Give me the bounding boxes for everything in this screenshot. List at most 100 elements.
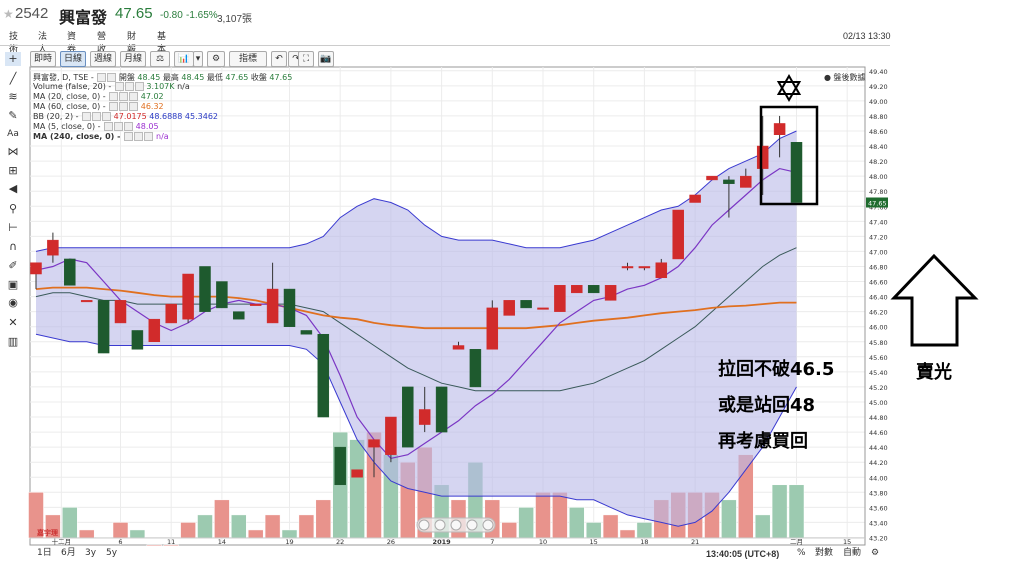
monthly-button[interactable]: 月線 [120, 51, 146, 67]
ruler-icon[interactable]: ⊢ [8, 221, 18, 234]
legend-eye-icon[interactable] [104, 122, 114, 131]
volume-bar [349, 439, 365, 539]
zoom-control-button [434, 519, 446, 531]
sell-label: 賣光 [916, 362, 952, 383]
legend-bb-v2: 48.6888 [149, 112, 183, 121]
lock-icon[interactable]: ▣ [7, 278, 19, 291]
volume-bar [518, 507, 534, 539]
zoom-control-button [466, 519, 478, 531]
legend-settings-icon[interactable] [124, 82, 134, 91]
candle-body [790, 142, 803, 203]
tab-institutional[interactable]: 法人 [38, 32, 48, 55]
pattern-icon[interactable]: ⋈ [7, 145, 19, 158]
x-tick-label: 14 [218, 538, 226, 546]
after-hours-toggle[interactable]: ● 盤後數據 [824, 73, 866, 82]
camera-icon[interactable]: 📷 [318, 51, 334, 67]
y-tick-label: 45.00 [869, 399, 888, 407]
range-3y-button[interactable]: 3y [85, 548, 97, 558]
pencil-lock-icon[interactable]: ✐ [8, 259, 18, 272]
candle-body [216, 281, 228, 309]
chart-type-icon[interactable]: 📊 [174, 51, 194, 67]
range-5y-button[interactable]: 5y [106, 548, 118, 558]
trendline-icon[interactable]: ╱ [9, 72, 17, 85]
y-tick-label: 46.20 [869, 309, 888, 317]
candle-body [148, 318, 161, 343]
chevron-down-icon[interactable]: ▾ [193, 51, 203, 67]
range-1d-button[interactable]: 1日 [37, 548, 52, 558]
daily-button[interactable]: 日線 [60, 51, 86, 67]
trash-icon[interactable]: ▥ [7, 335, 19, 348]
y-tick-label: 44.00 [869, 474, 888, 482]
legend-close-icon[interactable] [144, 132, 154, 141]
annotation-note: 拉回不破46.5 或是站回48 再考慮買回 [718, 352, 834, 460]
header-divider [0, 45, 890, 46]
legend-bb-v3: 45.3462 [184, 112, 219, 121]
legend-eye-icon[interactable] [97, 73, 107, 82]
settings-icon[interactable]: ⚙ [871, 548, 880, 558]
y-tick-label: 46.60 [869, 279, 888, 287]
tab-margin[interactable]: 資券 [67, 32, 77, 55]
candle-body [435, 386, 448, 433]
legend-low: 47.65 [225, 73, 249, 82]
legend-settings-icon[interactable] [92, 112, 102, 121]
tab-revenue[interactable]: 營收 [97, 32, 107, 55]
legend-close-icon[interactable] [124, 122, 134, 131]
star-icon[interactable]: ★ [3, 7, 14, 21]
text-icon[interactable]: Aa [7, 129, 19, 139]
legend-ma20: MA (20, close, 0) - 47.02 [33, 92, 164, 101]
volume-bar [298, 514, 315, 539]
candle-body [300, 330, 313, 335]
tab-financials[interactable]: 財報 [127, 32, 137, 55]
candle-body [469, 349, 482, 388]
legend-eye-icon[interactable] [124, 132, 134, 141]
legend-settings-icon[interactable] [119, 92, 129, 101]
candle-body [587, 285, 600, 294]
indicators-button[interactable]: 指標 [229, 51, 267, 67]
percent-button[interactable]: % [797, 548, 806, 558]
volume-bar [619, 529, 636, 539]
range-6m-button[interactable]: 6月 [61, 548, 76, 558]
legend-eye-icon[interactable] [109, 102, 119, 111]
volume-bar [146, 544, 163, 547]
weekly-button[interactable]: 週線 [90, 51, 116, 67]
candle-body [182, 273, 194, 320]
tab-basic[interactable]: 基本 [157, 32, 167, 55]
eye-icon[interactable]: ◉ [8, 296, 18, 309]
fib-icon[interactable]: ≋ [8, 90, 18, 103]
undo-icon[interactable]: ↶ [271, 51, 287, 67]
legend-eye-icon[interactable] [109, 92, 119, 101]
legend-ma240: MA (240, close, 0) - n/a [33, 132, 169, 141]
log-button[interactable]: 對數 [815, 548, 834, 558]
legend-eye-icon[interactable] [82, 112, 92, 121]
legend-main-label: 興富發, D, TSE - [33, 73, 94, 82]
legend-close-icon[interactable] [129, 92, 139, 101]
gear-icon[interactable]: ⚙ [207, 51, 225, 67]
brush-icon[interactable]: ✎ [8, 109, 18, 122]
y-tick-label: 47.20 [869, 233, 888, 241]
legend-settings-icon[interactable] [119, 102, 129, 111]
legend-close-icon[interactable] [129, 102, 139, 111]
volume-bar [315, 499, 332, 539]
volume-bar [78, 529, 95, 539]
shapes-icon[interactable]: ⊞ [8, 164, 18, 177]
crosshair-icon[interactable]: + [5, 52, 21, 66]
zoom-icon[interactable]: ⚲ [8, 202, 18, 215]
legend-close-icon[interactable] [102, 112, 112, 121]
ma5-line [35, 167, 797, 460]
compare-icon[interactable]: ⚖ [150, 51, 170, 67]
fullscreen-icon[interactable]: ⛶ [298, 51, 314, 67]
legend-close-icon[interactable] [134, 82, 144, 91]
magnet-icon[interactable]: ∩ [8, 240, 18, 253]
legend-ma5-value: 48.05 [135, 122, 159, 131]
legend-settings-icon[interactable] [114, 122, 124, 131]
legend-settings-icon[interactable] [107, 73, 117, 82]
intraday-button[interactable]: 即時 [30, 51, 56, 67]
legend-settings-icon[interactable] [134, 132, 144, 141]
annotation-line3: 再考慮買回 [718, 431, 808, 452]
volume-bar [771, 484, 788, 539]
arrow-icon[interactable]: ◀ [8, 182, 18, 195]
legend-eye-icon[interactable] [114, 82, 124, 91]
tools-icon[interactable]: ✕ [8, 316, 18, 329]
auto-button[interactable]: 自動 [843, 548, 862, 558]
